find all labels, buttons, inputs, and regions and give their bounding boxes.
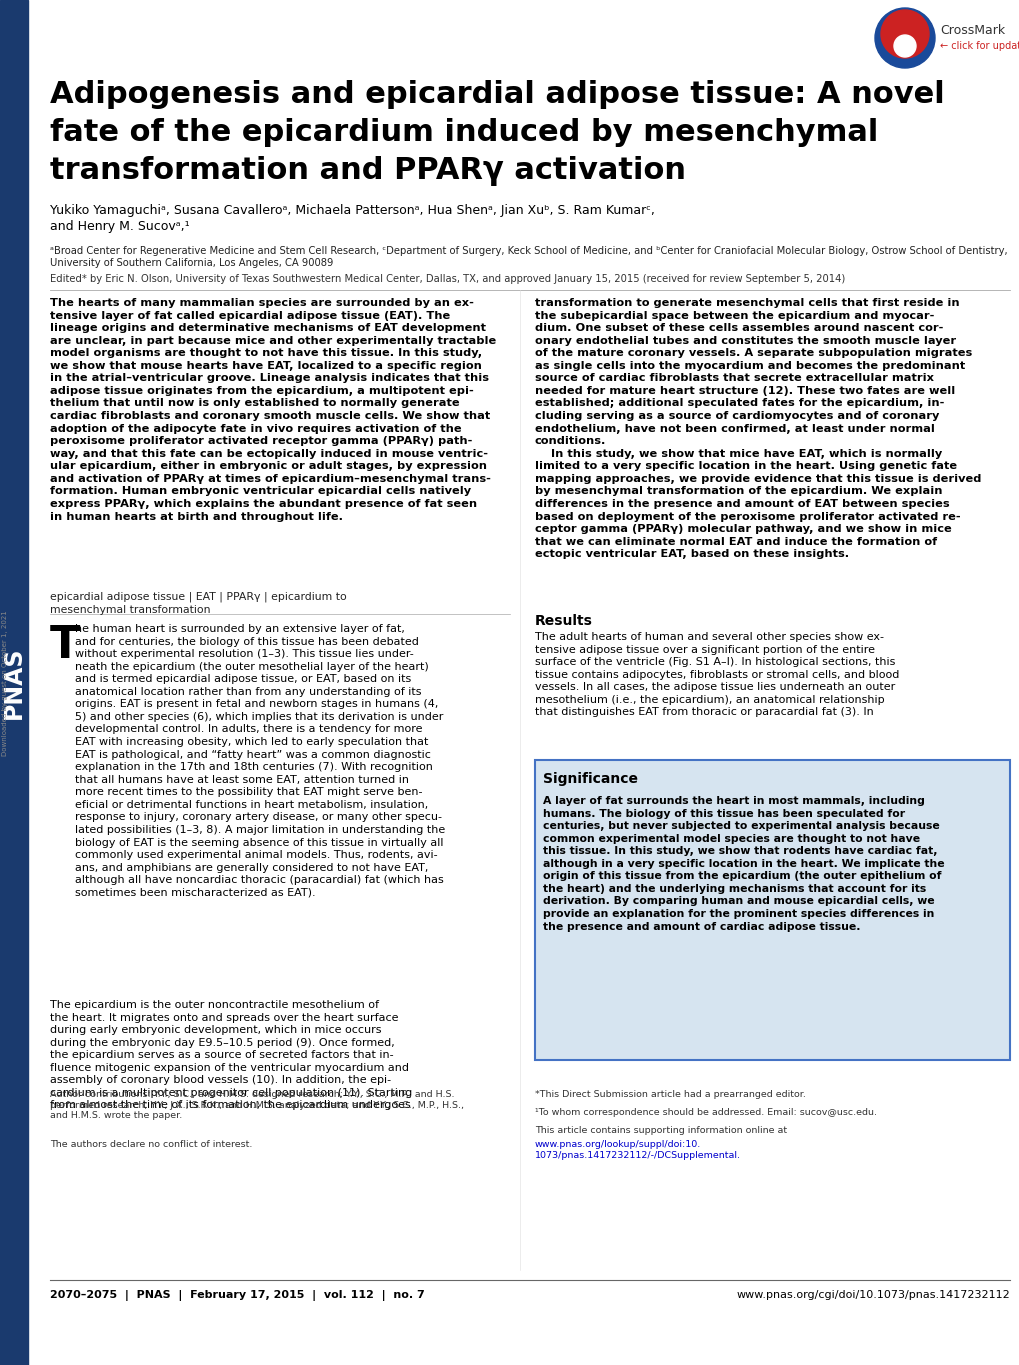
Circle shape xyxy=(893,35,915,57)
Text: he human heart is surrounded by an extensive layer of fat,
and for centuries, th: he human heart is surrounded by an exten… xyxy=(75,624,445,898)
Text: epicardial adipose tissue | EAT | PPARγ | epicardium to
mesenchymal transformati: epicardial adipose tissue | EAT | PPARγ … xyxy=(50,592,346,614)
Text: The authors declare no conflict of interest.: The authors declare no conflict of inter… xyxy=(50,1140,252,1149)
Text: A layer of fat surrounds the heart in most mammals, including
humans. The biolog: A layer of fat surrounds the heart in mo… xyxy=(542,796,944,931)
Text: Downloaded by guest on October 1, 2021: Downloaded by guest on October 1, 2021 xyxy=(2,610,8,756)
Text: fate of the epicardium induced by mesenchymal: fate of the epicardium induced by mesenc… xyxy=(50,117,877,147)
Text: Significance: Significance xyxy=(542,773,637,786)
Text: PNAS: PNAS xyxy=(2,647,25,719)
Text: and Henry M. Sucovᵃ,¹: and Henry M. Sucovᵃ,¹ xyxy=(50,220,190,233)
Text: T: T xyxy=(50,624,81,667)
Circle shape xyxy=(880,10,928,57)
Text: Results: Results xyxy=(535,614,592,628)
Text: CrossMark: CrossMark xyxy=(940,23,1004,37)
Text: Yukiko Yamaguchiᵃ, Susana Cavalleroᵃ, Michaela Pattersonᵃ, Hua Shenᵃ, Jian Xuᵇ, : Yukiko Yamaguchiᵃ, Susana Cavalleroᵃ, Mi… xyxy=(50,203,654,217)
Text: Edited* by Eric N. Olson, University of Texas Southwestern Medical Center, Dalla: Edited* by Eric N. Olson, University of … xyxy=(50,274,845,284)
Text: ← click for updates: ← click for updates xyxy=(940,41,1019,51)
Text: ᵃBroad Center for Regenerative Medicine and Stem Cell Research, ᶜDepartment of S: ᵃBroad Center for Regenerative Medicine … xyxy=(50,246,1007,268)
Text: The adult hearts of human and several other species show ex-
tensive adipose tis: The adult hearts of human and several ot… xyxy=(535,632,899,718)
Bar xyxy=(0,0,28,1365)
Text: Author contributions: Y.Y., S.C., and H.M.S. designed research; Y.Y., S.C., M.P.: Author contributions: Y.Y., S.C., and H.… xyxy=(50,1091,464,1121)
Bar xyxy=(535,760,1009,1061)
Text: www.pnas.org/lookup/suppl/doi:10.
1073/pnas.1417232112/-/DCSupplemental.: www.pnas.org/lookup/suppl/doi:10. 1073/p… xyxy=(535,1140,740,1160)
Text: transformation and PPARγ activation: transformation and PPARγ activation xyxy=(50,156,686,186)
Text: *This Direct Submission article had a prearranged editor.: *This Direct Submission article had a pr… xyxy=(535,1091,805,1099)
Text: ¹To whom correspondence should be addressed. Email: sucov@usc.edu.: ¹To whom correspondence should be addres… xyxy=(535,1108,876,1117)
Text: This article contains supporting information online at: This article contains supporting informa… xyxy=(535,1126,790,1136)
Text: The hearts of many mammalian species are surrounded by an ex-
tensive layer of f: The hearts of many mammalian species are… xyxy=(50,298,496,521)
Text: 2070–2075  |  PNAS  |  February 17, 2015  |  vol. 112  |  no. 7: 2070–2075 | PNAS | February 17, 2015 | v… xyxy=(50,1290,424,1301)
Text: transformation to generate mesenchymal cells that first reside in
the subepicard: transformation to generate mesenchymal c… xyxy=(535,298,980,560)
Text: The epicardium is the outer noncontractile mesothelium of
the heart. It migrates: The epicardium is the outer noncontracti… xyxy=(50,1001,412,1111)
Circle shape xyxy=(874,8,934,68)
Text: www.pnas.org/cgi/doi/10.1073/pnas.1417232112: www.pnas.org/cgi/doi/10.1073/pnas.141723… xyxy=(736,1290,1009,1299)
Text: Adipogenesis and epicardial adipose tissue: A novel: Adipogenesis and epicardial adipose tiss… xyxy=(50,81,944,109)
